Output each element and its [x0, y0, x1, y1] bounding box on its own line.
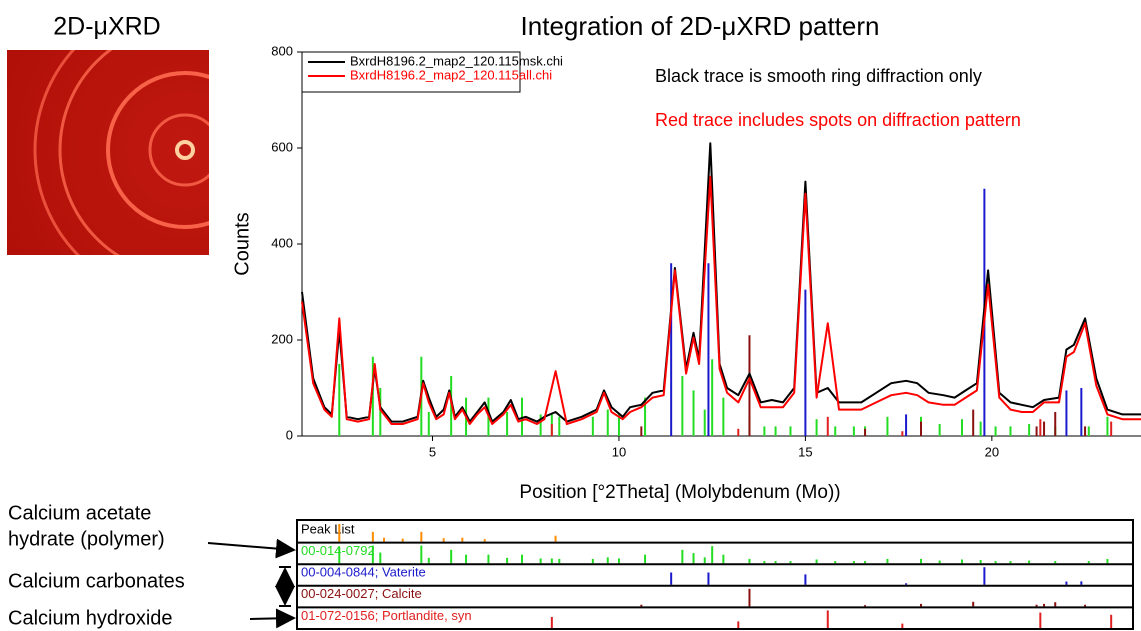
- x-tick-label: 20: [985, 444, 999, 459]
- x-tick-label: 5: [429, 444, 436, 459]
- annotation: Black trace is smooth ring diffraction o…: [655, 66, 982, 86]
- y-tick-label: 200: [271, 331, 293, 346]
- arrow: [249, 608, 296, 629]
- trace: [301, 175, 1141, 425]
- x-tick-label: 15: [798, 444, 812, 459]
- trace: [301, 142, 1141, 423]
- row-label: 01-072-0156; Portlandite, syn: [301, 608, 472, 623]
- y-axis-label: Counts: [231, 212, 253, 275]
- legend-label: BxrdH8196.2_map2_120.115msk.chi: [350, 53, 563, 68]
- image-title: 2D-μXRD: [53, 13, 160, 41]
- row-label: 00-004-0844; Vaterite: [301, 565, 426, 580]
- row-label: 00-014-0792: [301, 543, 375, 558]
- row-label: Peak List: [301, 521, 355, 536]
- peak-panel: [296, 519, 1134, 630]
- phase-label: Calcium acetate: [8, 502, 151, 524]
- row-label: 00-024-0027; Calcite: [301, 586, 422, 601]
- x-axis-label: Position [°2Theta] (Molybdenum (Mo)): [519, 482, 840, 503]
- diffraction-image: [7, 50, 209, 255]
- legend-label: BxrdH8196.2_map2_120.115all.chi: [350, 67, 552, 82]
- annotation: Red trace includes spots on diffraction …: [655, 110, 1021, 130]
- chart-title: Integration of 2D-μXRD pattern: [521, 11, 880, 41]
- y-tick-label: 600: [271, 139, 293, 154]
- legend: [301, 51, 521, 93]
- arrow: [207, 538, 296, 559]
- phase-label: Calcium hydroxide: [8, 607, 173, 629]
- phase-label: Calcium carbonates: [8, 570, 185, 592]
- phase-label: hydrate (polymer): [8, 528, 165, 550]
- y-tick-label: 400: [271, 235, 293, 250]
- x-tick-label: 10: [612, 444, 626, 459]
- y-tick-label: 0: [286, 427, 293, 442]
- y-tick-label: 800: [271, 43, 293, 58]
